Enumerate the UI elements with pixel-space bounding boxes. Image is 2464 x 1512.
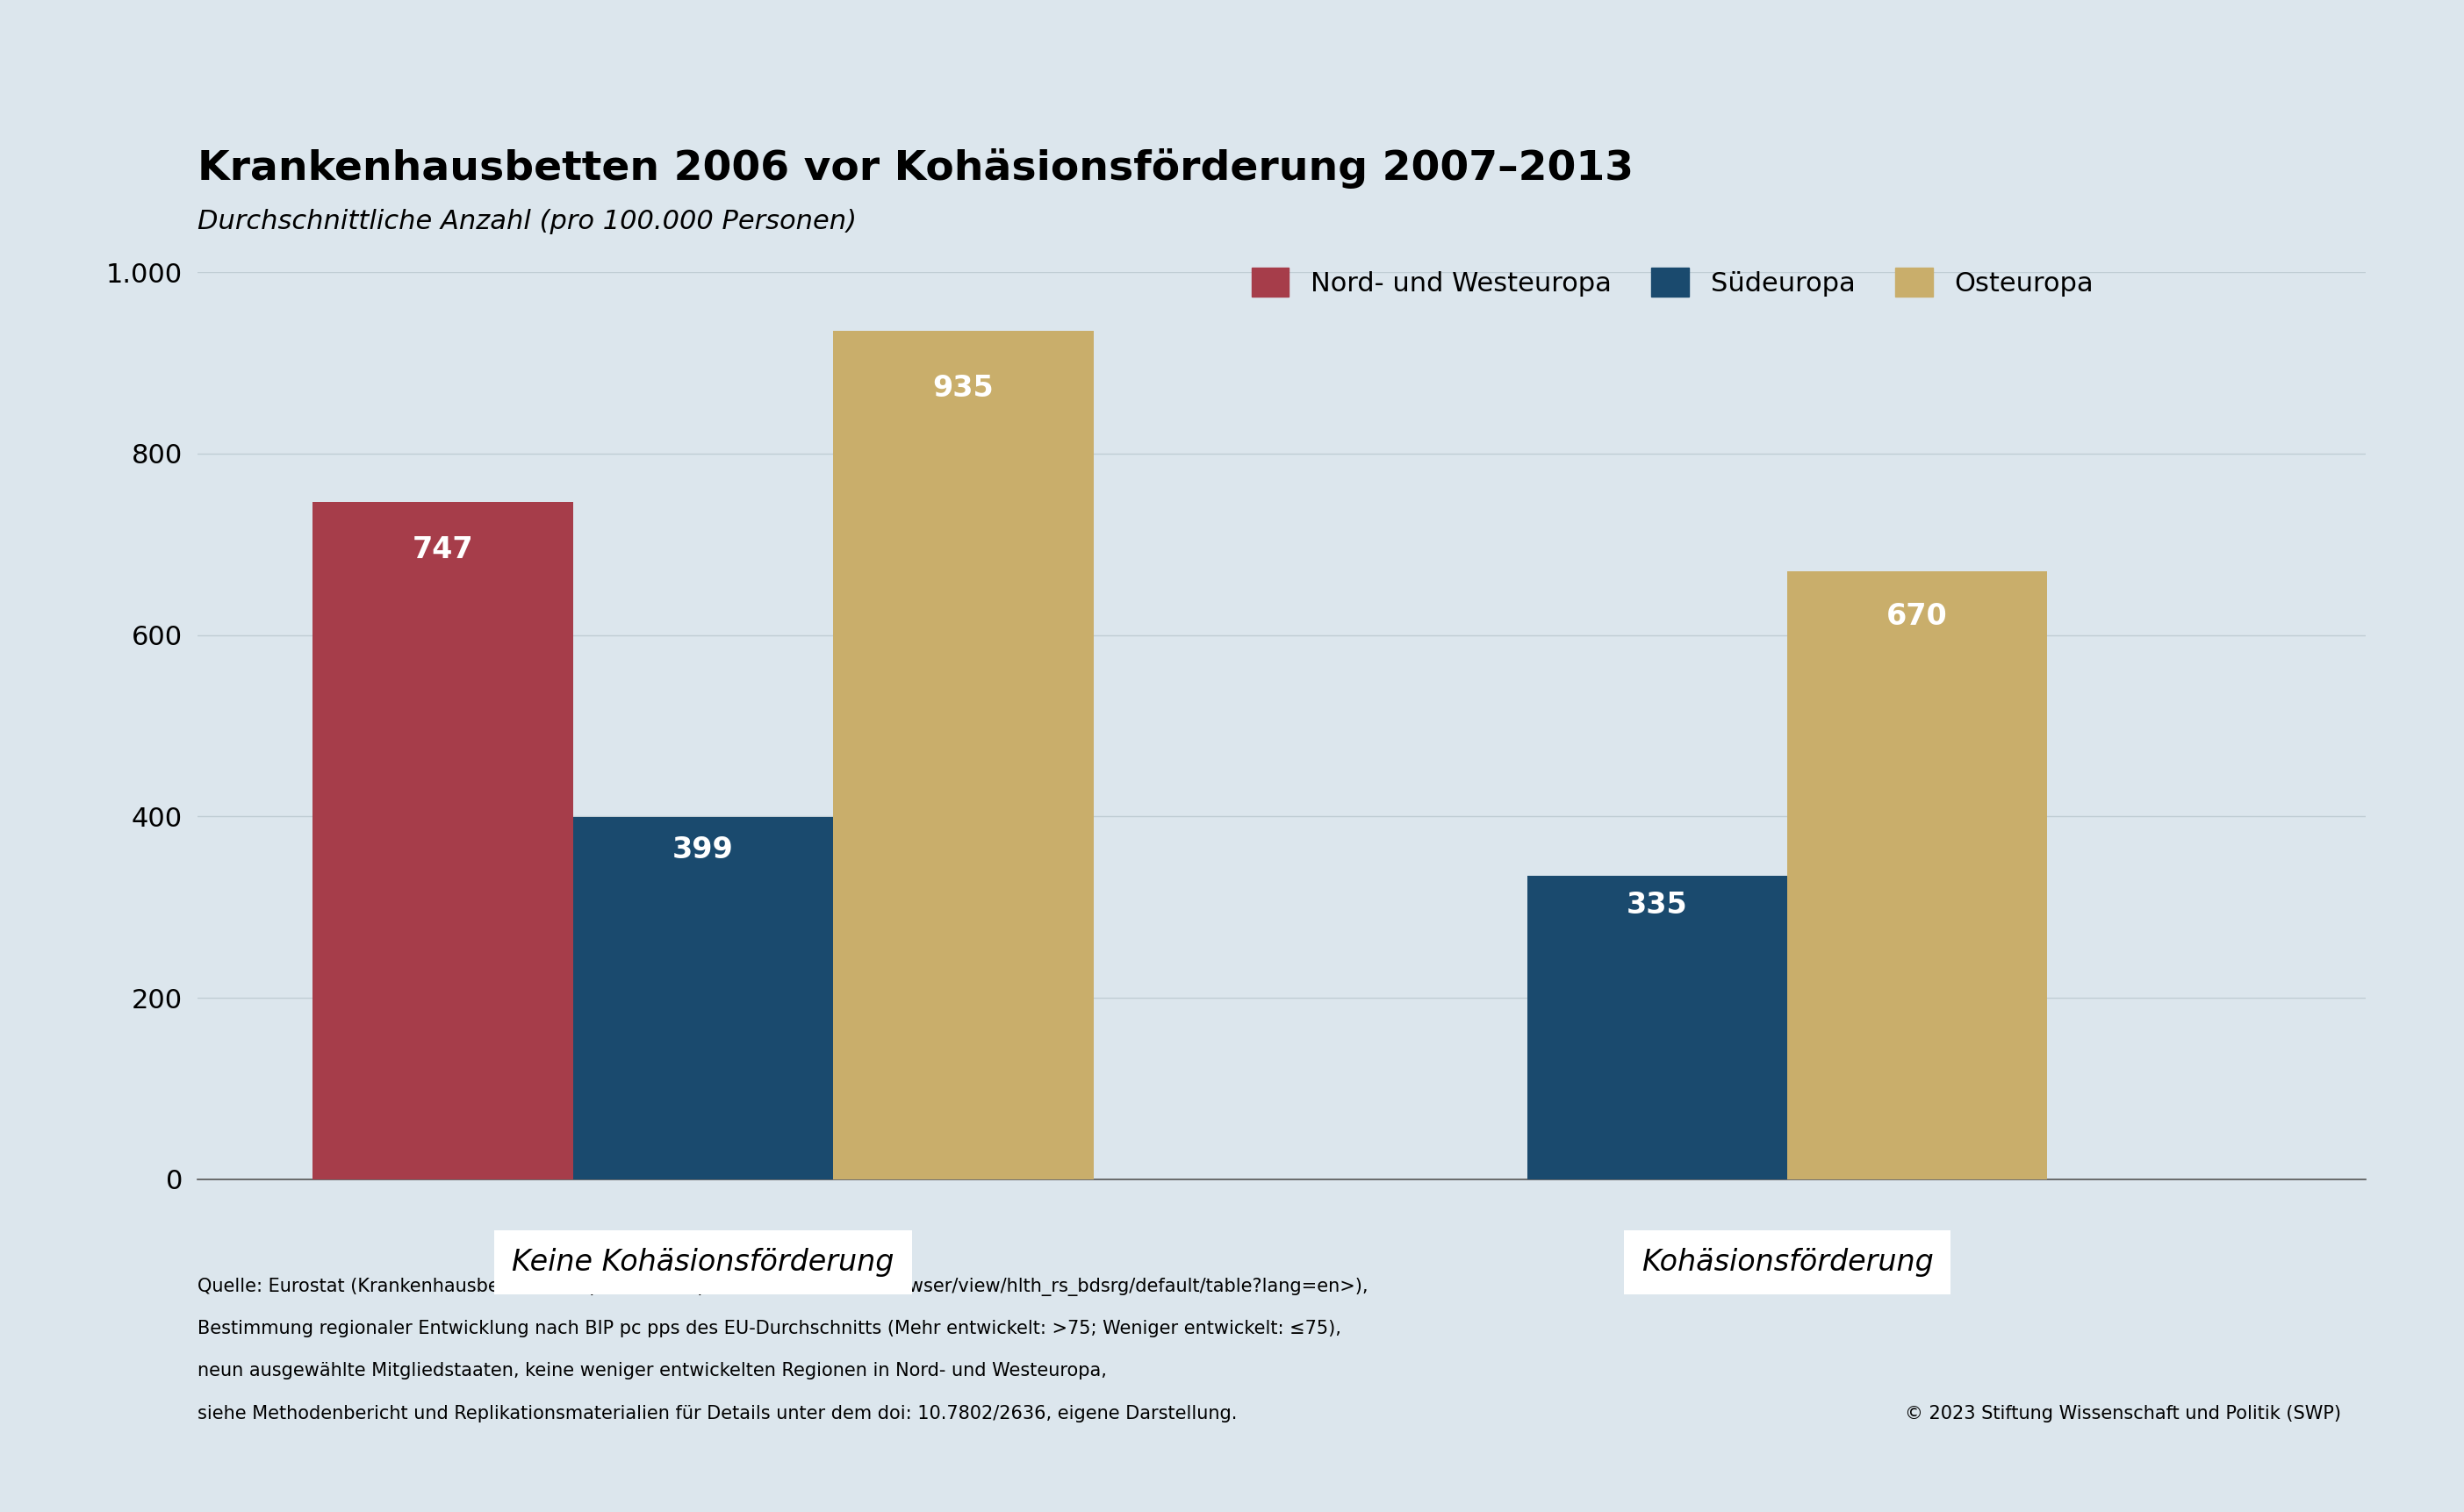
- Text: © 2023 Stiftung Wissenschaft und Politik (SWP): © 2023 Stiftung Wissenschaft und Politik…: [1905, 1405, 2341, 1423]
- Bar: [574, 818, 833, 1179]
- Text: Quelle: Eurostat (Krankenhausbetten: <https://ec.europa.eu/eurostat/databrowser/: Quelle: Eurostat (Krankenhausbetten: <ht…: [197, 1278, 1368, 1296]
- Bar: [1786, 572, 2048, 1179]
- Text: 335: 335: [1626, 891, 1688, 919]
- Bar: [833, 331, 1094, 1179]
- Text: Keine Kohäsionsförderung: Keine Kohäsionsförderung: [513, 1247, 894, 1278]
- Text: siehe Methodenbericht und Replikationsmaterialien für Details unter dem doi: 10.: siehe Methodenbericht und Replikationsma…: [197, 1405, 1237, 1423]
- Text: Bestimmung regionaler Entwicklung nach BIP pc pps des EU-Durchschnitts (Mehr ent: Bestimmung regionaler Entwicklung nach B…: [197, 1320, 1340, 1338]
- Bar: [313, 502, 574, 1179]
- Text: 670: 670: [1887, 602, 1949, 631]
- Text: 935: 935: [934, 373, 993, 402]
- Text: Durchschnittliche Anzahl (pro 100.000 Personen): Durchschnittliche Anzahl (pro 100.000 Pe…: [197, 209, 857, 234]
- Text: 399: 399: [673, 836, 734, 865]
- Text: Kohäsionsförderung: Kohäsionsförderung: [1641, 1247, 1934, 1278]
- Text: neun ausgewählte Mitgliedstaaten, keine weniger entwickelten Regionen in Nord- u: neun ausgewählte Mitgliedstaaten, keine …: [197, 1362, 1106, 1380]
- Bar: [1528, 875, 1786, 1179]
- Text: 747: 747: [411, 535, 473, 564]
- Legend: Nord- und Westeuropa, Südeuropa, Osteuropa: Nord- und Westeuropa, Südeuropa, Osteuro…: [1252, 268, 2094, 296]
- Text: Krankenhausbetten 2006 vor Kohäsionsförderung 2007–2013: Krankenhausbetten 2006 vor Kohäsionsförd…: [197, 148, 1634, 189]
